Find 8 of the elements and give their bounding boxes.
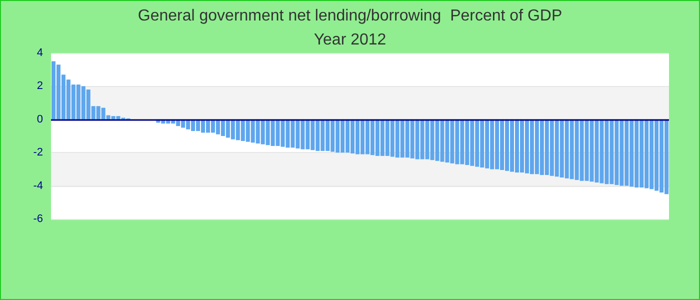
y-tick-label: -4	[33, 180, 43, 192]
y-tick-label: -2	[33, 146, 43, 159]
chart-subtitle: Year 2012	[314, 32, 386, 48]
y-tick-label: 4	[36, 47, 43, 59]
y-tick-label: -6	[33, 213, 43, 225]
chart-title: General government net lending/borrowing Percent of GDP	[138, 8, 562, 24]
y-tick-label: 0	[36, 113, 43, 126]
y-tick-label: 2	[36, 80, 43, 92]
